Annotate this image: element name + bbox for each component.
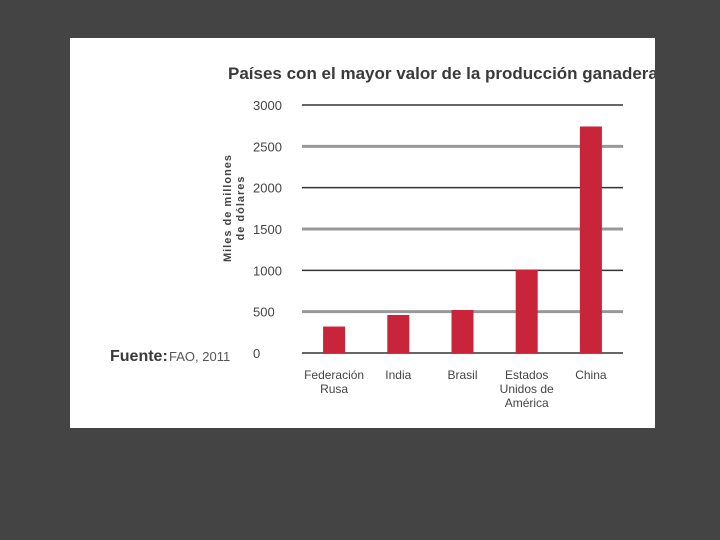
y-tick-label: 2000 [253,181,282,196]
category-label: Federación [304,368,364,382]
y-tick-label: 1500 [253,222,282,237]
y-axis-label-line: de dólares [235,175,247,240]
gridlines [302,104,623,354]
y-tick-label: 1000 [253,263,282,278]
y-axis-label: Miles de millones de dólares [222,154,247,262]
source-label: Fuente: [110,348,168,365]
category-label: América [505,396,549,410]
y-tick-label: 2500 [253,139,282,154]
chart-panel: Países con el mayor valor de la producci… [70,38,655,428]
category-label: China [575,368,607,382]
y-tick-label: 3000 [253,98,282,113]
category-label: Brasil [447,368,477,382]
y-tick-label: 0 [253,346,260,361]
category-label: Rusa [320,382,348,396]
bar [387,314,410,353]
bar [323,326,346,353]
y-axis-label-line: Miles de millones [222,154,234,262]
category-label: India [385,368,411,382]
chart-svg: Países con el mayor valor de la producci… [110,64,655,410]
y-tick-labels: 0 500 1000 1500 2000 2500 3000 [253,98,282,361]
chart-title: Países con el mayor valor de la producci… [228,64,655,83]
bars [323,126,602,353]
category-label: Estados [505,368,548,382]
bar [451,310,474,353]
bar [515,269,538,353]
category-label: Unidos de [500,382,554,396]
source-value: FAO, 2011 [169,349,230,364]
y-tick-label: 500 [253,305,275,320]
bar [579,126,602,353]
